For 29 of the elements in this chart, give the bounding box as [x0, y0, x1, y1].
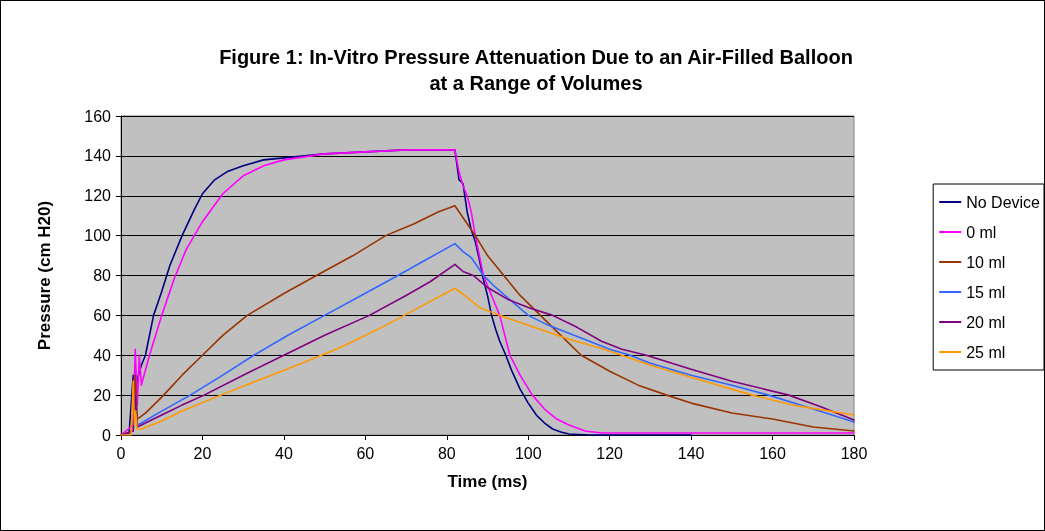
x-tick-label: 140 — [677, 444, 705, 462]
x-tick-label: 0 — [116, 444, 126, 462]
x-tick-label: 60 — [356, 444, 375, 462]
x-tick-label: 180 — [840, 444, 868, 462]
y-tick-label: 0 — [102, 426, 112, 444]
legend-label: 10 ml — [966, 253, 1006, 271]
y-tick-label: 120 — [84, 187, 112, 205]
y-tick-label: 80 — [93, 267, 112, 284]
x-tick-label: 80 — [437, 444, 456, 462]
chart-title: Figure 1: In-Vitro Pressure Attenuation Due to an Air-Filled Balloon at a Range of Volumes — [219, 46, 853, 94]
x-tick-label: 160 — [759, 444, 786, 462]
y-tick-label: 40 — [93, 346, 112, 364]
y-axis-title: Pressure (cm H20) — [35, 200, 54, 351]
y-tick-label: 140 — [84, 147, 112, 165]
y-tick-label: 60 — [93, 306, 112, 324]
x-tick-label: 40 — [274, 444, 293, 462]
y-tick-label: 100 — [84, 227, 112, 245]
x-tick-label: 20 — [193, 444, 212, 462]
legend-label: No Device — [966, 193, 1041, 211]
y-tick-label: 20 — [93, 386, 112, 404]
line-series — [134, 242, 855, 426]
x-axis-title: Time (ms) — [447, 472, 528, 491]
y-tick-label: 160 — [84, 107, 112, 125]
legend-label: 15 ml — [966, 283, 1006, 301]
x-tick-label: 100 — [514, 444, 542, 462]
legend-label: 0 ml — [966, 223, 997, 241]
legend-label: 20 ml — [966, 313, 1006, 331]
x-tick-label: 120 — [596, 444, 624, 462]
legend-label: 25 ml — [966, 343, 1006, 361]
